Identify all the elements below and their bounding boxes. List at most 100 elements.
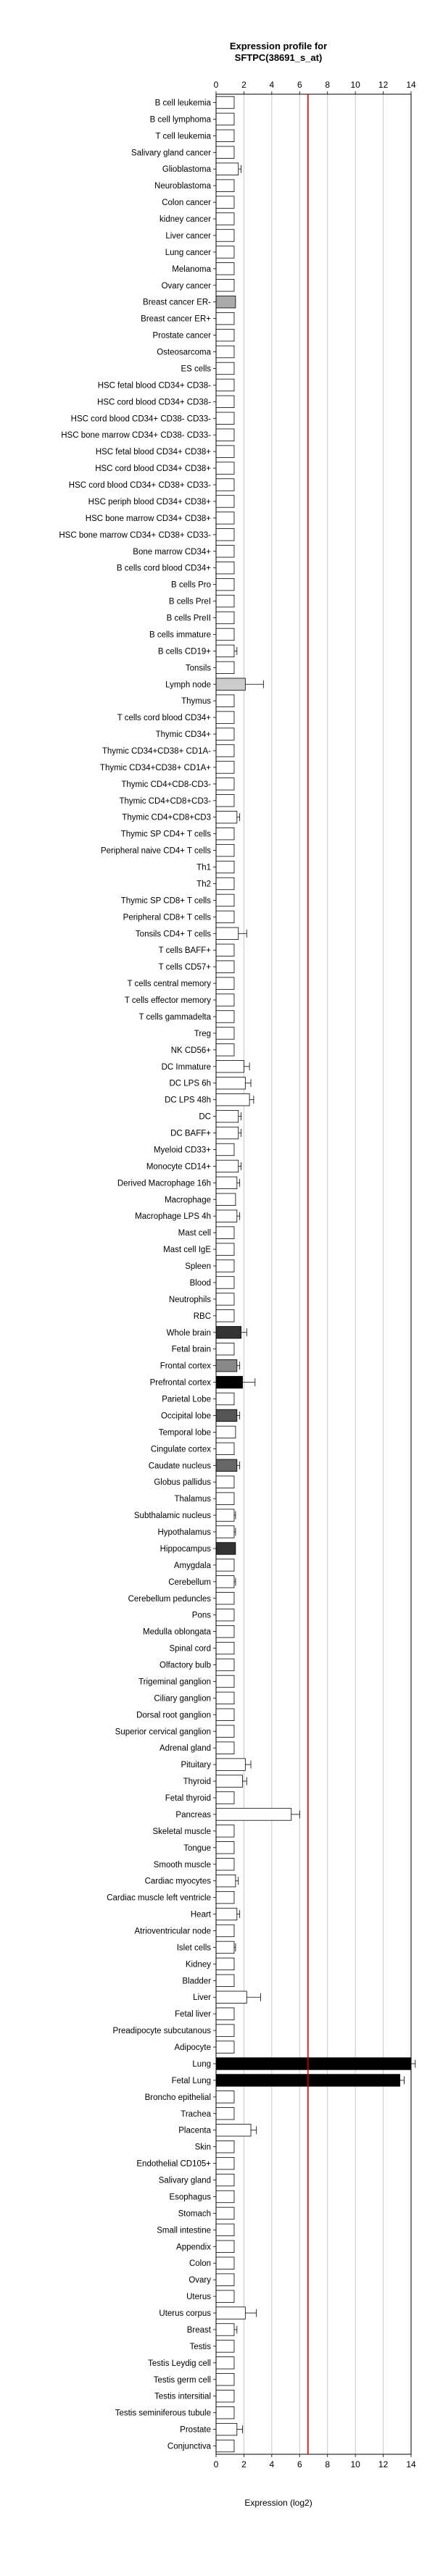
- bar: [215, 1126, 239, 1140]
- bar: [215, 1442, 235, 1455]
- bar: [215, 1941, 235, 1954]
- grid-layer: [243, 94, 412, 2454]
- category-label: Subthalamic nucleus: [134, 1512, 211, 1520]
- category-label: Uterus corpus: [159, 2309, 211, 2318]
- bar: [215, 1143, 235, 1156]
- bar: [215, 2406, 235, 2419]
- bar: [215, 1609, 235, 1622]
- category-label: Fetal brain: [172, 1346, 211, 1354]
- category-label: Endothelial CD105+: [136, 2160, 211, 2169]
- category-label: Fetal Lung: [172, 2077, 211, 2085]
- bar: [215, 1559, 235, 1572]
- bar: [215, 229, 235, 242]
- bar: [215, 977, 235, 990]
- category-label: Amygdala: [174, 1562, 212, 1570]
- bar: [215, 445, 235, 458]
- bar: [215, 1858, 235, 1871]
- category-label: Salivary gland cancer: [131, 149, 211, 157]
- bar: [215, 2041, 235, 2054]
- bar: [215, 196, 235, 209]
- category-label: Stomach: [178, 2209, 211, 2218]
- bar: [215, 1924, 235, 1938]
- category-label: Prefrontal cortex: [150, 1379, 212, 1388]
- category-label: B cell lymphoma: [150, 115, 212, 124]
- category-label: Heart: [191, 1911, 212, 1920]
- bar: [215, 960, 235, 973]
- bar: [215, 296, 236, 309]
- bar: [215, 2091, 235, 2104]
- bar: [215, 1758, 246, 1771]
- category-label: Tongue: [183, 1844, 211, 1853]
- category-label: Ciliary ganglion: [154, 1694, 211, 1703]
- category-label: B cells CD19+: [158, 647, 211, 656]
- bar: [215, 1375, 243, 1389]
- bar: [215, 1658, 235, 1672]
- category-label: Neutrophils: [169, 1296, 211, 1304]
- bar: [215, 1093, 250, 1106]
- category-label: Macrophage: [165, 1196, 211, 1204]
- category-label: Prostate cancer: [152, 332, 211, 341]
- bar: [215, 96, 235, 109]
- category-label: T cells central memory: [128, 980, 212, 988]
- category-label: Skeletal muscle: [152, 1827, 211, 1836]
- bar: [215, 2390, 235, 2403]
- category-label: Thymic CD4+CD8-CD3-: [121, 780, 211, 789]
- category-label: Placenta: [178, 2127, 211, 2135]
- category-label: Occipital lobe: [161, 1412, 211, 1420]
- category-label: ES cells: [181, 364, 211, 373]
- bar: [215, 1276, 235, 1289]
- bar: [215, 1592, 235, 1605]
- category-label: Dorsal root ganglion: [136, 1711, 211, 1720]
- category-label: Temporal lobe: [159, 1428, 211, 1437]
- category-label: Tonsils: [186, 664, 211, 672]
- category-label: Mast cell IgE: [163, 1246, 211, 1254]
- bar: [215, 478, 235, 491]
- x-tick-label-top: 4: [270, 80, 275, 90]
- category-label: T cells BAFF+: [159, 946, 212, 955]
- bar: [215, 512, 235, 525]
- category-label: HSC periph blood CD34+ CD38+: [88, 498, 212, 507]
- category-label: Neuroblastoma: [154, 182, 212, 191]
- category-label: Cardiac myocytes: [145, 1877, 212, 1886]
- category-label: Cardiac muscle left ventricle: [107, 1894, 211, 1903]
- bar: [215, 2323, 235, 2336]
- bar: [215, 2240, 235, 2253]
- bar: [215, 1193, 236, 1206]
- x-tick-label-top: 6: [297, 80, 302, 90]
- category-label: Spinal cord: [169, 1645, 211, 1654]
- bar: [215, 1907, 238, 1921]
- x-tick-label-top: 14: [406, 80, 416, 90]
- category-label: HSC bone marrow CD34+ CD38+: [86, 514, 211, 523]
- x-tick-label-bottom: 14: [406, 2459, 416, 2469]
- bar: [215, 910, 235, 924]
- category-label: Skin: [195, 2143, 211, 2152]
- bar: [215, 162, 239, 175]
- category-label: Breast cancer ER-: [143, 299, 211, 307]
- category-label: Testis intersitial: [154, 2393, 211, 2401]
- bar: [215, 2273, 235, 2286]
- bar: [215, 395, 235, 408]
- bar: [215, 794, 235, 807]
- bar: [215, 1077, 246, 1090]
- category-label: Testis seminiferous tubule: [115, 2409, 211, 2418]
- bar: [215, 644, 235, 658]
- x-tick-label-bottom: 6: [297, 2459, 302, 2469]
- category-label: HSC fetal blood CD34+ CD38-: [98, 381, 211, 390]
- bar: [215, 2206, 235, 2220]
- category-label: Spleen: [185, 1262, 211, 1271]
- bar: [215, 1027, 235, 1040]
- category-label: Colon cancer: [162, 199, 211, 207]
- category-label: kidney cancer: [160, 215, 211, 224]
- category-label: Thymic CD4+CD8+CD3-: [119, 797, 211, 806]
- bar: [215, 1957, 235, 1971]
- x-axis-label: Expression (log2): [244, 2498, 312, 2508]
- bar: [215, 1575, 235, 1588]
- category-label: Testis: [190, 2343, 212, 2351]
- bar: [215, 545, 235, 558]
- x-tick-label-bottom: 12: [378, 2459, 389, 2469]
- bar: [215, 1409, 238, 1422]
- bar: [215, 1359, 238, 1372]
- bar: [215, 2256, 235, 2269]
